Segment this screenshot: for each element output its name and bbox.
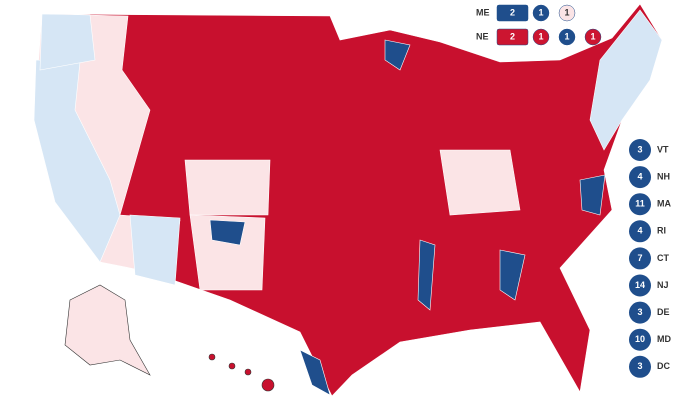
state-label: VT: [657, 144, 669, 154]
southwest-mixed: [129, 214, 181, 286]
island: [208, 353, 216, 361]
vote-count: 11: [635, 199, 645, 209]
contiguous-us: [33, 3, 663, 397]
vote-circle: [584, 28, 602, 46]
state-label: NJ: [657, 280, 669, 290]
vote-count: 1: [564, 31, 569, 41]
vote-count: 2: [510, 7, 515, 17]
vote-count: 1: [564, 7, 569, 17]
california-blue: [33, 59, 121, 263]
state-label: RI: [657, 226, 666, 236]
blue-atlantic: [579, 174, 606, 216]
vote-count: 4: [637, 171, 642, 181]
vote-circle: [629, 220, 651, 243]
state-label: CT: [657, 253, 669, 263]
plains-white-patch: [439, 149, 521, 216]
vote-count: 14: [635, 280, 645, 290]
vote-count: 3: [637, 361, 642, 371]
vote-count: 1: [590, 31, 595, 41]
vote-circle: [629, 328, 651, 351]
hawaii: [208, 353, 275, 392]
vote-circle: [629, 355, 651, 378]
alaska: [64, 284, 151, 376]
county-map: [33, 3, 663, 397]
new-mexico: [189, 214, 266, 291]
island: [261, 378, 275, 392]
state-label: ME: [476, 7, 490, 17]
vote-circle: [558, 28, 576, 46]
mountain-light: [184, 159, 271, 216]
blue-georgia: [499, 249, 526, 301]
vote-count: 1: [538, 7, 543, 17]
vote-count: 1: [538, 31, 543, 41]
state-label: NH: [657, 171, 670, 181]
vote-circle: [629, 193, 651, 216]
vote-count: 3: [637, 144, 642, 154]
northeast-light: [589, 9, 663, 151]
state-label: MA: [657, 199, 671, 209]
vote-circle: [532, 28, 550, 46]
vote-circle: [629, 139, 651, 161]
blue-colorado: [209, 219, 246, 246]
state-label: DC: [657, 361, 670, 371]
blue-minnesota: [384, 39, 411, 71]
vote-count: 3: [637, 307, 642, 317]
vote-circle: [532, 4, 550, 22]
northwest-light: [39, 13, 96, 71]
vote-box: [496, 28, 529, 46]
vote-count: 4: [637, 226, 642, 236]
vote-circle: [629, 166, 651, 189]
vote-circle: [629, 301, 651, 324]
blue-mississippi: [417, 239, 436, 311]
vote-circle: [558, 4, 576, 22]
state-label: NE: [476, 31, 489, 41]
vote-circle: [629, 247, 651, 270]
vote-count: 10: [635, 334, 645, 344]
state-label: MD: [657, 334, 671, 344]
state-label: DE: [657, 307, 670, 317]
island: [244, 368, 252, 376]
vote-box: [496, 4, 529, 22]
island: [228, 362, 236, 370]
vote-count: 7: [637, 253, 642, 263]
vote-count: 2: [510, 31, 515, 41]
vote-circle: [629, 274, 651, 297]
blue-texas-border: [299, 349, 331, 396]
